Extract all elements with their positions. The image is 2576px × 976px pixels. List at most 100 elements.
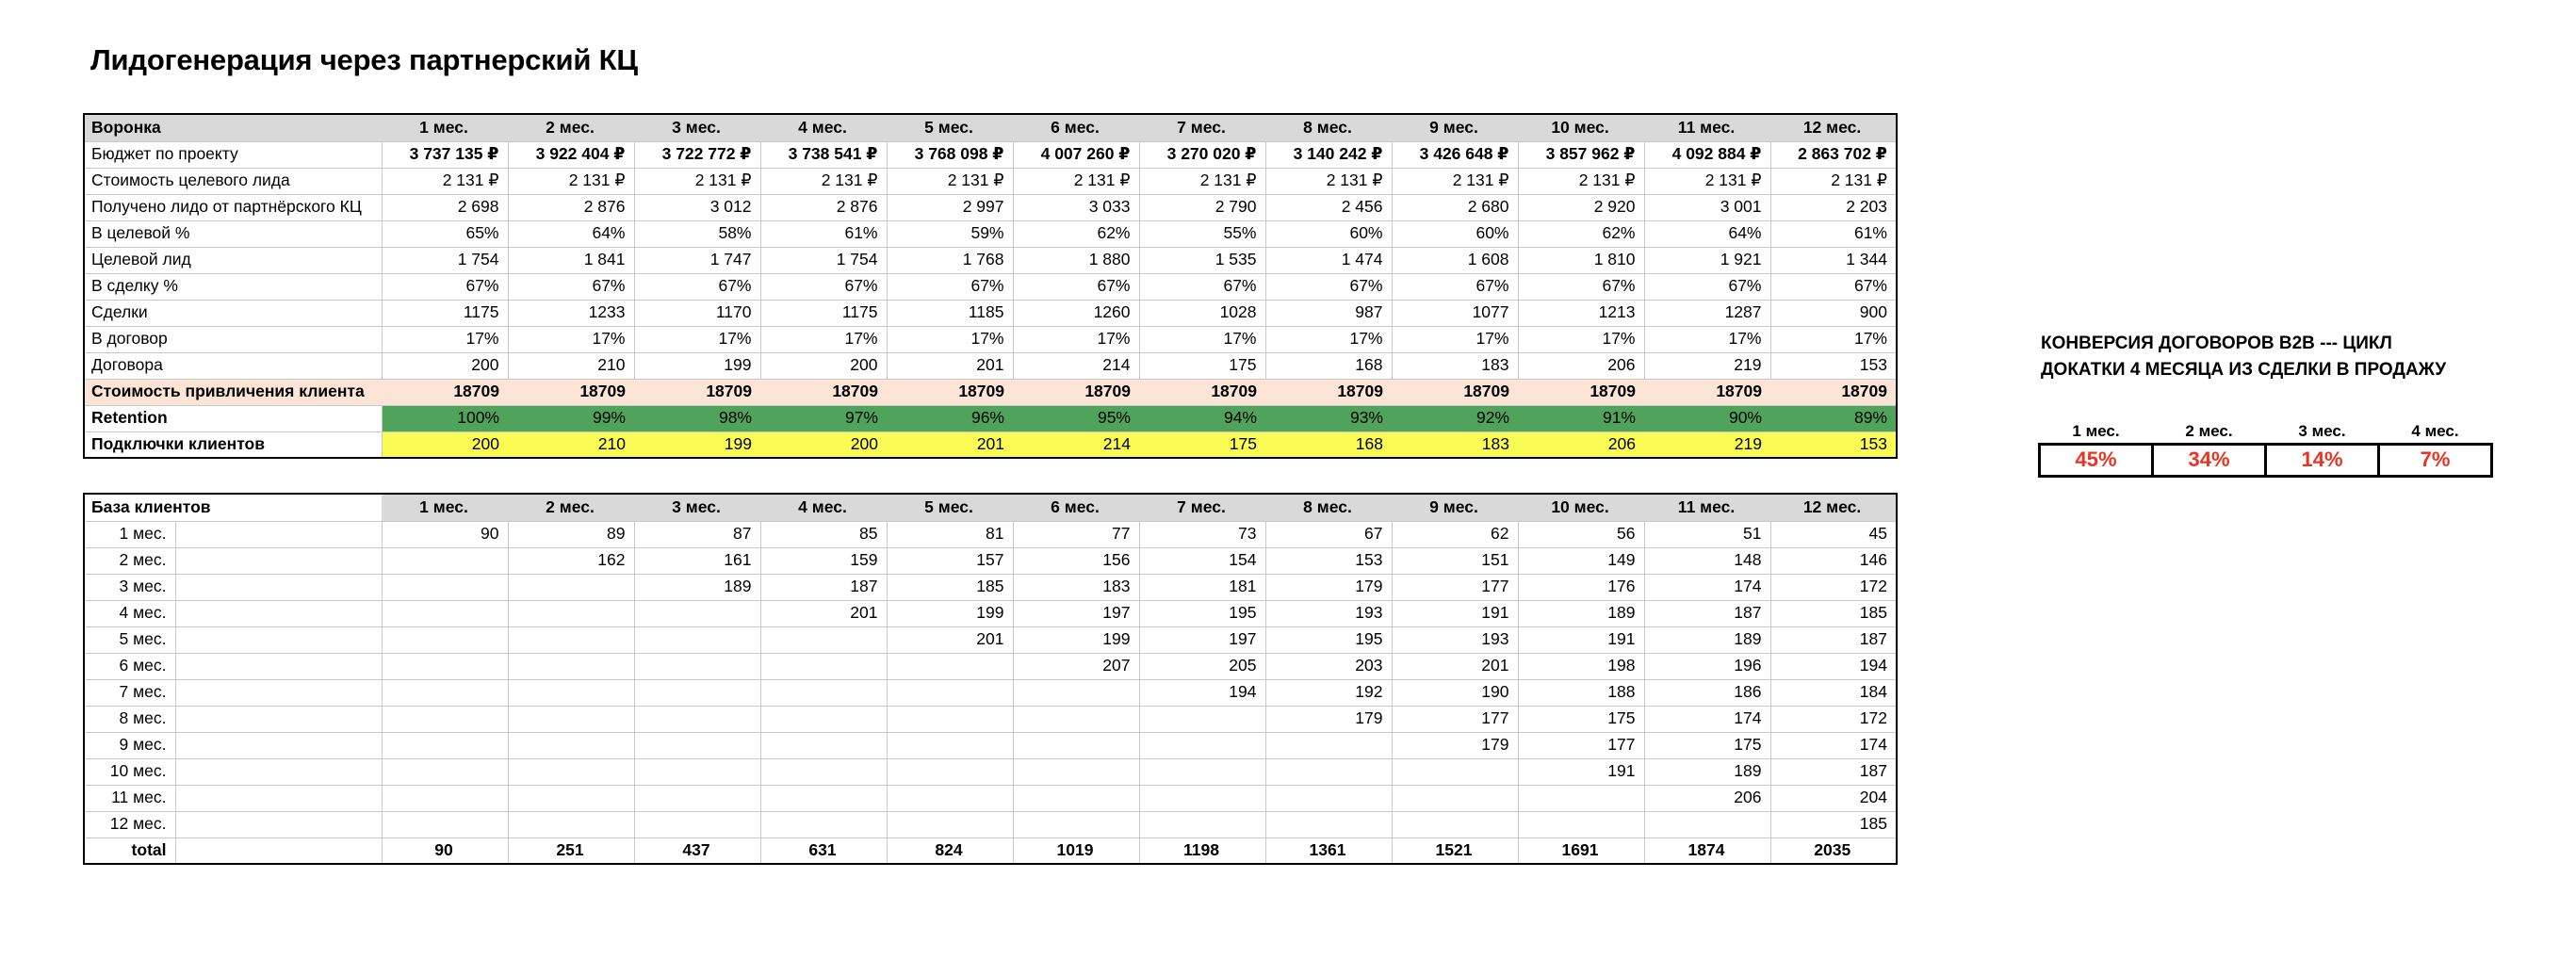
- cell[interactable]: 214: [1013, 431, 1139, 459]
- spacer-cell[interactable]: [174, 678, 383, 707]
- cell[interactable]: [1138, 731, 1266, 759]
- cell[interactable]: 191: [1517, 757, 1645, 786]
- cell[interactable]: [1012, 678, 1140, 707]
- column-header[interactable]: 2 мес.: [508, 493, 634, 522]
- cell[interactable]: 1213: [1517, 299, 1645, 327]
- column-header[interactable]: 12 мес.: [1770, 493, 1897, 522]
- row-label[interactable]: 10 мес.: [83, 757, 176, 786]
- cell[interactable]: 1521: [1391, 837, 1519, 865]
- cell[interactable]: 2 131 ₽: [1264, 167, 1393, 195]
- cell[interactable]: [1012, 757, 1140, 786]
- cell[interactable]: 185: [1769, 810, 1898, 838]
- cell[interactable]: 1233: [507, 299, 635, 327]
- cell[interactable]: 159: [759, 546, 888, 575]
- cell[interactable]: 2 456: [1264, 193, 1393, 221]
- row-label[interactable]: Подключки клиентов: [83, 431, 383, 459]
- cell[interactable]: 181: [1138, 573, 1266, 601]
- cell[interactable]: 2 680: [1391, 193, 1519, 221]
- cell[interactable]: [886, 678, 1014, 707]
- cell[interactable]: 67%: [1012, 272, 1140, 301]
- cell[interactable]: 198: [1517, 652, 1645, 680]
- cell[interactable]: [633, 599, 761, 627]
- cell[interactable]: [1012, 810, 1140, 838]
- cell[interactable]: 67%: [507, 272, 635, 301]
- cell[interactable]: 3 922 404 ₽: [507, 140, 635, 169]
- cell[interactable]: 67%: [1138, 272, 1266, 301]
- cell[interactable]: [1391, 757, 1519, 786]
- cell[interactable]: 59%: [886, 220, 1014, 248]
- cell[interactable]: 62%: [1517, 220, 1645, 248]
- cell[interactable]: 179: [1264, 705, 1393, 733]
- cell[interactable]: [886, 784, 1014, 812]
- cell[interactable]: [381, 784, 509, 812]
- cell[interactable]: 177: [1517, 731, 1645, 759]
- cell[interactable]: 18709: [1770, 378, 1897, 406]
- cell[interactable]: 2 698: [381, 193, 509, 221]
- spacer-cell[interactable]: [174, 626, 383, 654]
- cell[interactable]: 17%: [507, 325, 635, 353]
- column-header[interactable]: 4 мес.: [2378, 421, 2492, 444]
- cell[interactable]: 14%: [2264, 442, 2380, 478]
- cell[interactable]: [1643, 810, 1771, 838]
- cell[interactable]: 18709: [1518, 378, 1644, 406]
- cell[interactable]: 1 754: [381, 246, 509, 274]
- cell[interactable]: [1138, 784, 1266, 812]
- column-header[interactable]: 9 мес.: [1392, 113, 1518, 142]
- cell[interactable]: 7%: [2377, 442, 2493, 478]
- cell[interactable]: 18709: [634, 378, 760, 406]
- cell[interactable]: 1175: [759, 299, 888, 327]
- cell[interactable]: 2 131 ₽: [1517, 167, 1645, 195]
- spacer-cell[interactable]: [174, 810, 383, 838]
- cell[interactable]: 85: [759, 520, 888, 548]
- row-label[interactable]: 12 мес.: [83, 810, 176, 838]
- cell[interactable]: [759, 626, 888, 654]
- spacer-cell[interactable]: [174, 784, 383, 812]
- cell[interactable]: 199: [1012, 626, 1140, 654]
- cell[interactable]: 177: [1391, 705, 1519, 733]
- cell[interactable]: 2 131 ₽: [381, 167, 509, 195]
- column-header[interactable]: 11 мес.: [1644, 113, 1770, 142]
- cell[interactable]: [1517, 810, 1645, 838]
- cell[interactable]: 146: [1769, 546, 1898, 575]
- cell[interactable]: [886, 652, 1014, 680]
- cell[interactable]: 207: [1012, 652, 1140, 680]
- cell[interactable]: 93%: [1265, 404, 1392, 432]
- cell[interactable]: [381, 599, 509, 627]
- row-label[interactable]: Договора: [83, 351, 383, 380]
- cell[interactable]: 2 203: [1769, 193, 1898, 221]
- column-header[interactable]: 7 мес.: [1139, 493, 1265, 522]
- cell[interactable]: [1391, 784, 1519, 812]
- cell[interactable]: 1019: [1012, 837, 1140, 865]
- row-label[interactable]: 11 мес.: [83, 784, 176, 812]
- cell[interactable]: 194: [1138, 678, 1266, 707]
- cell[interactable]: [886, 757, 1014, 786]
- cell[interactable]: 200: [759, 351, 888, 380]
- cell[interactable]: [633, 705, 761, 733]
- cell[interactable]: 172: [1769, 573, 1898, 601]
- cell[interactable]: 200: [381, 351, 509, 380]
- row-label[interactable]: 7 мес.: [83, 678, 176, 707]
- cell[interactable]: 161: [633, 546, 761, 575]
- row-label[interactable]: Сделки: [83, 299, 383, 327]
- row-label[interactable]: Стоимость целевого лида: [83, 167, 383, 195]
- cell[interactable]: 201: [1391, 652, 1519, 680]
- cell[interactable]: 77: [1012, 520, 1140, 548]
- cell[interactable]: 91%: [1518, 404, 1644, 432]
- row-label[interactable]: Бюджет по проекту: [83, 140, 383, 169]
- cell[interactable]: 196: [1643, 652, 1771, 680]
- cell[interactable]: 175: [1517, 705, 1645, 733]
- cell[interactable]: 187: [1643, 599, 1771, 627]
- cell[interactable]: [507, 810, 635, 838]
- cell[interactable]: [1138, 705, 1266, 733]
- cell[interactable]: 67%: [886, 272, 1014, 301]
- cell[interactable]: 168: [1264, 351, 1393, 380]
- column-header[interactable]: 10 мес.: [1518, 493, 1644, 522]
- cell[interactable]: [633, 678, 761, 707]
- column-header[interactable]: 8 мес.: [1265, 493, 1392, 522]
- cell[interactable]: 60%: [1391, 220, 1519, 248]
- cell[interactable]: 2 131 ₽: [1012, 167, 1140, 195]
- cell[interactable]: 64%: [507, 220, 635, 248]
- cell[interactable]: 1028: [1138, 299, 1266, 327]
- cell[interactable]: [381, 652, 509, 680]
- cell[interactable]: 191: [1391, 599, 1519, 627]
